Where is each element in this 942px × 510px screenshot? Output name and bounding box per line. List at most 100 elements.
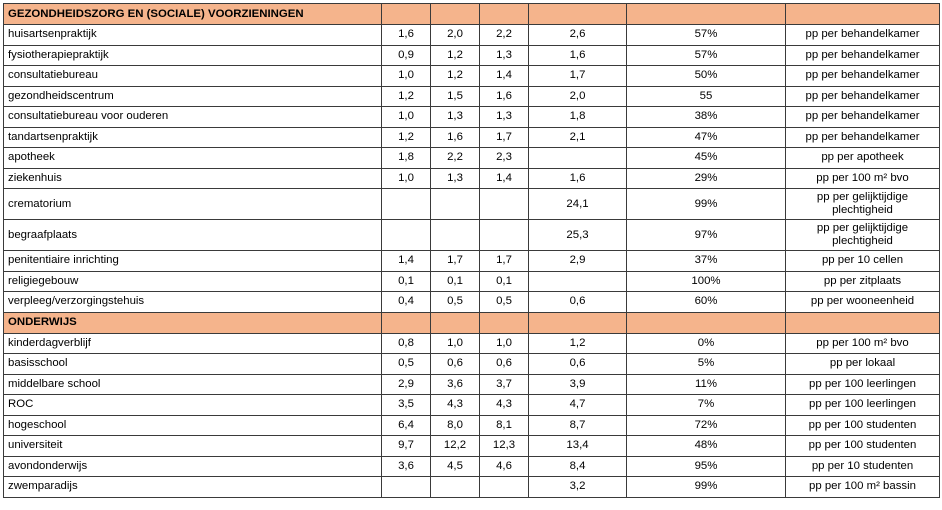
value-cell: 3,6 — [430, 373, 480, 395]
table-row: gezondheidscentrum 1,2 1,5 1,6 2,0 55 pp per b… — [3, 85, 940, 107]
section-header-empty-cell — [479, 311, 529, 334]
value-cell: 2,2 — [430, 147, 480, 169]
unit-cell: pp per 100 m² bvo — [785, 332, 940, 354]
section-header-empty-cell — [381, 3, 431, 25]
percentage-cell: 72% — [626, 414, 786, 436]
value-cell — [479, 188, 529, 220]
value-cell: 0,5 — [479, 291, 529, 313]
section-header-empty-cell — [381, 311, 431, 334]
value-cell: 1,6 — [528, 44, 627, 66]
value-cell: 9,7 — [381, 435, 431, 457]
value-cell: 1,6 — [430, 126, 480, 148]
percentage-cell: 57% — [626, 44, 786, 66]
section-header-empty-cell — [528, 3, 627, 25]
value-cell: 1,4 — [381, 250, 431, 272]
unit-cell: pp per behandelkamer — [785, 44, 940, 66]
unit-cell: pp per 100 m² bassin — [785, 476, 940, 498]
percentage-cell: 47% — [626, 126, 786, 148]
percentage-cell: 38% — [626, 106, 786, 128]
facility-name-cell: tandartsenpraktijk — [3, 126, 382, 148]
section-header-empty-cell — [430, 311, 480, 334]
value-cell: 24,1 — [528, 188, 627, 220]
value-cell: 6,4 — [381, 414, 431, 436]
table-row: ROC 3,5 4,3 4,3 4,7 7% pp per 100 leerlingen — [3, 394, 940, 416]
percentage-cell: 99% — [626, 476, 786, 498]
value-cell: 8,4 — [528, 455, 627, 477]
value-cell: 0,1 — [479, 270, 529, 292]
facility-name-cell: crematorium — [3, 188, 382, 220]
unit-cell: pp per 10 cellen — [785, 250, 940, 272]
value-cell: 2,6 — [528, 24, 627, 46]
unit-cell: pp per behandelkamer — [785, 24, 940, 46]
facility-name-cell: middelbare school — [3, 373, 382, 395]
value-cell: 1,6 — [479, 85, 529, 107]
value-cell — [430, 219, 480, 251]
table-row: fysiotherapiepraktijk 0,9 1,2 1,3 1,6 57% pp p… — [3, 44, 940, 66]
value-cell: 0,8 — [381, 332, 431, 354]
value-cell — [528, 147, 627, 169]
unit-cell: pp per 100 studenten — [785, 414, 940, 436]
value-cell: 1,7 — [528, 65, 627, 87]
value-cell: 1,0 — [381, 106, 431, 128]
value-cell: 0,5 — [381, 353, 431, 375]
section-header-empty-cell — [430, 3, 480, 25]
value-cell: 2,1 — [528, 126, 627, 148]
facility-name-cell: kinderdagverblijf — [3, 332, 382, 354]
value-cell: 1,7 — [430, 250, 480, 272]
percentage-cell: 29% — [626, 167, 786, 189]
value-cell: 3,9 — [528, 373, 627, 395]
table-row: religiegebouw 0,1 0,1 0,1 100% pp per zitplaa… — [3, 270, 940, 292]
facility-name-cell: verpleeg/verzorgingstehuis — [3, 291, 382, 313]
unit-cell: pp per lokaal — [785, 353, 940, 375]
percentage-cell: 50% — [626, 65, 786, 87]
section-header-empty-cell — [626, 3, 786, 25]
value-cell: 4,6 — [479, 455, 529, 477]
unit-cell: pp per 100 m² bvo — [785, 167, 940, 189]
value-cell: 1,2 — [528, 332, 627, 354]
table-row: penitentiaire inrichting 1,4 1,7 1,7 2,9 37% p… — [3, 250, 940, 272]
facility-name-cell: huisartsenpraktijk — [3, 24, 382, 46]
unit-cell: pp per apotheek — [785, 147, 940, 169]
value-cell: 12,2 — [430, 435, 480, 457]
value-cell: 1,2 — [381, 85, 431, 107]
value-cell: 1,8 — [528, 106, 627, 128]
unit-cell: pp per behandelkamer — [785, 85, 940, 107]
section-header-row: GEZONDHEIDSZORG EN (SOCIALE) VOORZIENING… — [3, 3, 940, 25]
facility-name-cell: consultatiebureau voor ouderen — [3, 106, 382, 128]
value-cell: 25,3 — [528, 219, 627, 251]
value-cell: 0,6 — [430, 353, 480, 375]
value-cell: 1,0 — [430, 332, 480, 354]
value-cell: 0,6 — [528, 353, 627, 375]
table-row: apotheek 1,8 2,2 2,3 45% pp per apotheek — [3, 147, 940, 169]
value-cell: 2,2 — [479, 24, 529, 46]
value-cell: 2,0 — [430, 24, 480, 46]
unit-cell: pp per zitplaats — [785, 270, 940, 292]
value-cell: 1,4 — [479, 65, 529, 87]
table-row: basisschool 0,5 0,6 0,6 0,6 5% pp per lokaal — [3, 353, 940, 375]
facility-name-cell: apotheek — [3, 147, 382, 169]
table-row: begraafplaats 25,3 97% pp per gelijktijdige… — [3, 219, 940, 251]
value-cell: 0,6 — [528, 291, 627, 313]
value-cell: 4,7 — [528, 394, 627, 416]
facility-name-cell: ROC — [3, 394, 382, 416]
unit-cell: pp per gelijktijdige plechtigheid — [785, 219, 940, 251]
value-cell: 4,3 — [479, 394, 529, 416]
value-cell: 3,5 — [381, 394, 431, 416]
percentage-cell: 11% — [626, 373, 786, 395]
value-cell: 3,6 — [381, 455, 431, 477]
unit-cell: pp per behandelkamer — [785, 65, 940, 87]
section-header-empty-cell — [479, 3, 529, 25]
section-title: ONDERWIJS — [3, 311, 382, 334]
value-cell — [528, 270, 627, 292]
table-row: huisartsenpraktijk 1,6 2,0 2,2 2,6 57% pp per … — [3, 24, 940, 46]
percentage-cell: 57% — [626, 24, 786, 46]
facility-name-cell: consultatiebureau — [3, 65, 382, 87]
value-cell: 8,1 — [479, 414, 529, 436]
percentage-cell: 95% — [626, 455, 786, 477]
value-cell — [381, 219, 431, 251]
unit-cell: pp per behandelkamer — [785, 106, 940, 128]
value-cell: 0,9 — [381, 44, 431, 66]
value-cell — [430, 188, 480, 220]
table-row: ziekenhuis 1,0 1,3 1,4 1,6 29% pp per 100 m² b… — [3, 167, 940, 189]
value-cell: 1,4 — [479, 167, 529, 189]
